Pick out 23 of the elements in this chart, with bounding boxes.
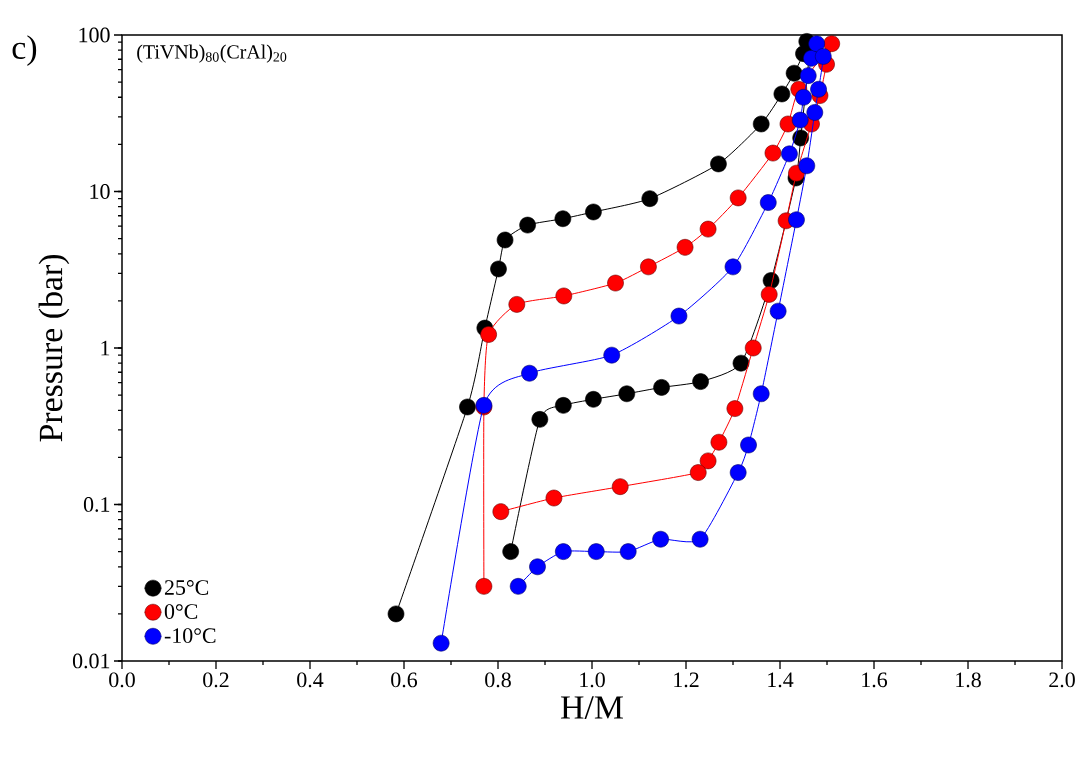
x-tick-label: 1.4	[768, 672, 794, 688]
legend-label: 0°C	[164, 604, 198, 619]
x-axis-title: H/M	[560, 696, 624, 719]
x-tick-label: 1.6	[862, 672, 888, 688]
x-tick-label: 0.6	[391, 672, 418, 688]
x-tick-label: 1.8	[956, 672, 981, 688]
y-tick-label: 10	[90, 184, 110, 199]
x-tick-label: 0.8	[485, 672, 511, 688]
x-tick-label: 2.0	[1049, 672, 1075, 688]
y-tick-label: 100	[79, 27, 110, 43]
annotation: (TiVNb)$_{80}$(CrAl)$_{20}$	[137, 44, 287, 63]
x-tick-label: 1.2	[674, 672, 699, 688]
x-tick-label: 1.0	[580, 672, 605, 688]
x-tick-label: 0.0	[109, 672, 135, 688]
x-tick-label: 0.2	[203, 672, 229, 688]
y-axis-title: Pressure (bar)	[38, 254, 70, 442]
legend-label: 25°C	[164, 580, 209, 595]
y-tick-label: 0.01	[72, 653, 110, 669]
y-tick-label: 1	[101, 340, 110, 356]
text: c)	[12, 35, 37, 66]
x-tick-label: 0.4	[297, 672, 324, 688]
legend-label: -10°C	[164, 628, 216, 644]
y-tick-label: 0.1	[83, 497, 110, 512]
